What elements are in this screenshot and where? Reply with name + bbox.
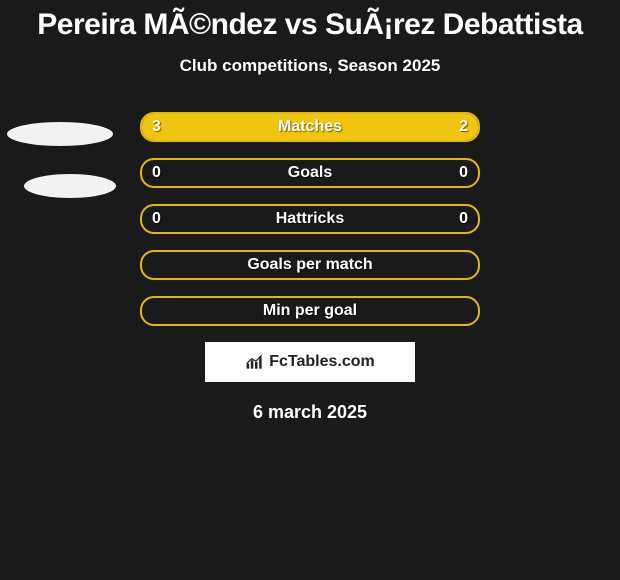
comparison-title: Pereira MÃ©ndez vs SuÃ¡rez Debattista xyxy=(0,0,620,42)
stat-value-right: 0 xyxy=(459,160,468,186)
stat-bar: 32Matches xyxy=(140,112,480,142)
comparison-layout: M W F C 32Matches00Goals00HattricksGoals… xyxy=(0,112,620,423)
stat-label: Goals xyxy=(142,160,478,186)
chart-icon xyxy=(245,353,265,371)
stat-bar: Goals per match xyxy=(140,250,480,280)
stat-bars: 32Matches00Goals00HattricksGoals per mat… xyxy=(140,112,480,326)
stat-bar: 0 0Goals xyxy=(140,158,480,188)
stat-bar: 0 0Hattricks xyxy=(140,204,480,234)
stat-label: Min per goal xyxy=(142,298,478,324)
bar-fill-left xyxy=(142,114,344,140)
stat-value-left: 0 xyxy=(152,160,161,186)
stat-label: Hattricks xyxy=(142,206,478,232)
brand-text: FcTables.com xyxy=(269,353,375,371)
left-ellipse-icon xyxy=(7,122,113,146)
stat-value-right: 0 xyxy=(459,206,468,232)
brand-watermark: FcTables.com xyxy=(205,342,415,382)
stat-label: Goals per match xyxy=(142,252,478,278)
snapshot-date: 6 march 2025 xyxy=(0,402,620,423)
stat-bar: Min per goal xyxy=(140,296,480,326)
comparison-subtitle: Club competitions, Season 2025 xyxy=(0,56,620,76)
left-ellipse-icon xyxy=(24,174,116,198)
stat-value-left: 0 xyxy=(152,206,161,232)
bar-fill-right xyxy=(344,114,478,140)
